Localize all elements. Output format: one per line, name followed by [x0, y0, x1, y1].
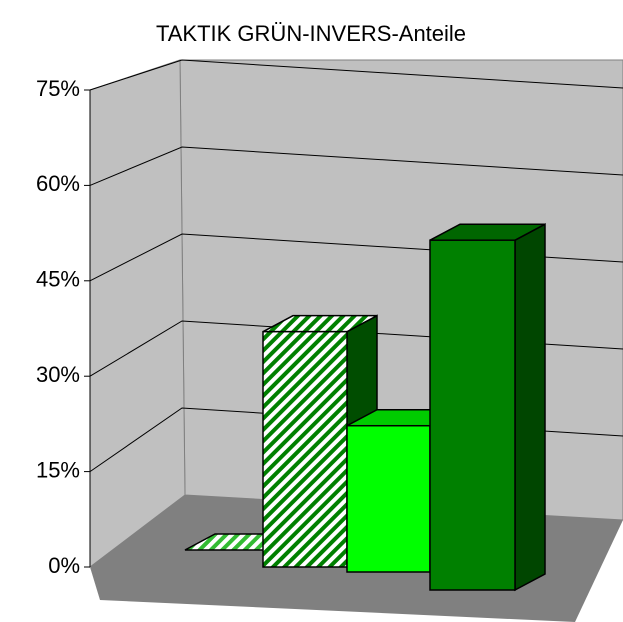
bar: [262, 330, 348, 568]
side-wall: [89, 59, 186, 569]
y-tick-label: 45%: [36, 267, 80, 292]
bar: [429, 239, 516, 591]
bar: [346, 424, 431, 573]
bar-side: [514, 222, 546, 592]
chart-title: TAKTIK GRÜN-INVERS-Anteile: [156, 21, 466, 46]
y-tick-label: 60%: [36, 171, 80, 196]
y-tick-label: 15%: [36, 457, 80, 482]
grid-line: [89, 146, 623, 186]
y-tick-label: 75%: [36, 76, 80, 101]
grid-line: [89, 59, 623, 91]
y-tick-label: 0%: [48, 553, 80, 578]
y-tick-label: 30%: [36, 362, 80, 387]
